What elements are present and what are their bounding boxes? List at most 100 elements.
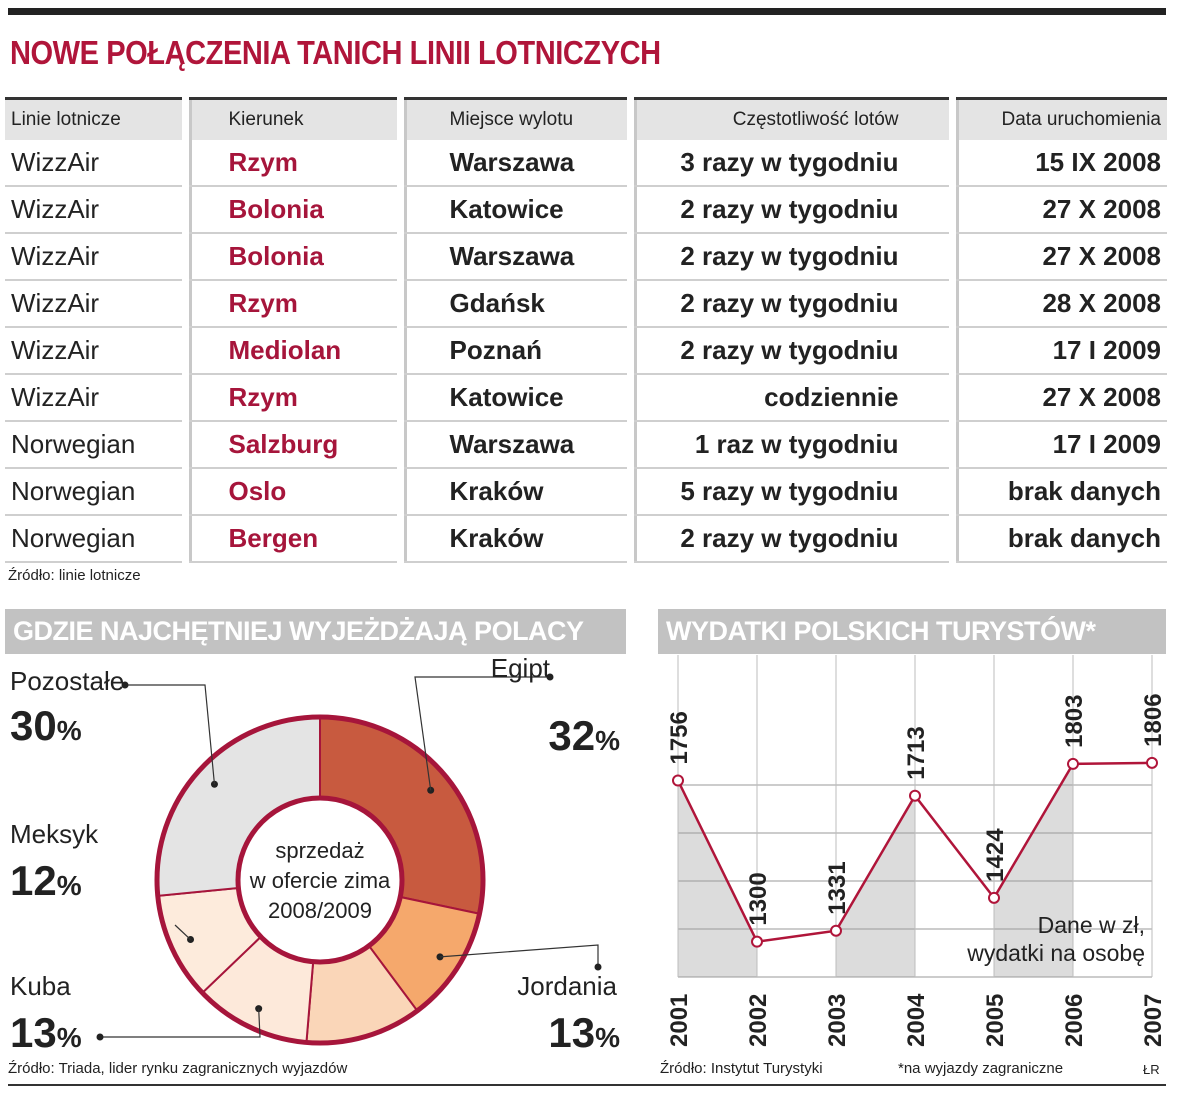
- cell-frequency: 2 razy w tygodniu: [626, 186, 952, 234]
- cell-departure: Kraków: [396, 515, 630, 563]
- x-tick-label: 2007: [1140, 994, 1167, 1047]
- cell-destination: Bolonia: [181, 186, 400, 234]
- leader-dot: [255, 1005, 263, 1013]
- slice-value: 12%: [10, 857, 82, 904]
- table-row: Norwegian Oslo Kraków 5 razy w tygodniu brak…: [5, 468, 1167, 516]
- cell-departure: Warszawa: [396, 140, 630, 187]
- line-title: WYDATKI POLSKICH TURYSTÓW*: [658, 609, 1166, 654]
- cell-start-date: 15 IX 2008: [948, 140, 1167, 187]
- leader-dot: [594, 963, 602, 971]
- slice-label: Egipt: [491, 655, 551, 683]
- line-source: Źródło: Instytut Turystyki: [660, 1060, 823, 1077]
- slice-value: 30%: [10, 702, 82, 749]
- leader-line: [439, 944, 599, 967]
- table-row: WizzAir Rzym Gdańsk 2 razy w tygodniu 28 X 2…: [5, 280, 1167, 328]
- cell-airline: WizzAir: [5, 186, 185, 234]
- data-point: [751, 935, 763, 948]
- leader-line: [100, 1008, 261, 1038]
- cell-start-date: 17 I 2009: [948, 421, 1167, 469]
- table-row: Norwegian Bergen Kraków 2 razy w tygodniu br…: [5, 515, 1167, 563]
- cell-frequency: 1 raz w tygodniu: [626, 421, 952, 469]
- data-label: 1756: [666, 711, 693, 764]
- cell-departure: Kraków: [396, 468, 630, 516]
- cell-frequency: 2 razy w tygodniu: [626, 280, 952, 328]
- cell-frequency: 2 razy w tygodniu: [626, 233, 952, 281]
- cell-destination: Oslo: [181, 468, 400, 516]
- table-row: WizzAir Bolonia Warszawa 2 razy w tygodniu 2…: [5, 233, 1167, 281]
- table-row: WizzAir Rzym Katowice codziennie 27 X 2008: [5, 374, 1167, 422]
- cell-destination: Bolonia: [181, 233, 400, 281]
- header-departure: Miejsce wylotu: [396, 98, 630, 140]
- chart-note: Dane w zł,: [1038, 912, 1145, 938]
- cell-frequency: codziennie: [626, 374, 952, 422]
- x-tick-label: 2006: [1061, 994, 1088, 1047]
- header-airline: Linie lotnicze: [5, 98, 185, 140]
- slice-label: Kuba: [10, 971, 71, 1001]
- leader-line: [125, 684, 216, 785]
- cell-departure: Warszawa: [396, 421, 630, 469]
- line-chart: 1756 2001 1300 2002 1331 2003 1713 2004 1424 2005…: [666, 655, 1167, 1047]
- header-destination: Kierunek: [181, 98, 400, 140]
- cell-airline: WizzAir: [5, 374, 185, 422]
- table-row: Norwegian Salzburg Warszawa 1 raz w tygodni…: [5, 421, 1167, 469]
- credit: ŁR: [1143, 1062, 1160, 1077]
- footnote: *na wyjazdy zagraniczne: [898, 1060, 1064, 1077]
- cell-destination: Bergen: [181, 515, 400, 563]
- data-label: 1803: [1061, 695, 1088, 748]
- slice-label: Pozostałe: [10, 666, 124, 696]
- cell-frequency: 3 razy w tygodniu: [626, 140, 952, 187]
- x-tick-label: 2003: [824, 994, 851, 1047]
- x-tick-label: 2002: [745, 994, 772, 1047]
- data-point: [1067, 757, 1079, 770]
- data-point: [830, 924, 842, 937]
- data-point: [909, 789, 921, 802]
- table-source: Źródło: linie lotnicze: [8, 567, 141, 584]
- cell-frequency: 5 razy w tygodniu: [626, 468, 952, 516]
- data-point: [672, 774, 684, 787]
- data-point: [988, 891, 1000, 904]
- cell-departure: Katowice: [396, 186, 630, 234]
- table-row: WizzAir Mediolan Poznań 2 razy w tygodniu 17…: [5, 327, 1167, 375]
- cell-airline: WizzAir: [5, 280, 185, 328]
- cell-airline: Norwegian: [5, 421, 185, 469]
- leader-dot: [546, 673, 554, 681]
- pie-center-label: sprzedaż: [275, 838, 364, 863]
- slice-value: 13%: [10, 1009, 82, 1056]
- table-header-row: Linie lotnicze Kierunek Miejsce wylotu C…: [5, 98, 1167, 140]
- data-label: 1331: [824, 861, 851, 914]
- pie-center-label: 2008/2009: [268, 898, 372, 923]
- page-title: NOWE POŁĄCZENIA TANICH LINII LOTNICZYCH: [10, 34, 661, 71]
- table-row: WizzAir Rzym Warszawa 3 razy w tygodniu 15 I…: [5, 140, 1167, 187]
- cell-destination: Mediolan: [181, 327, 400, 375]
- leader-dot: [121, 681, 129, 689]
- top-rule: [8, 8, 1166, 15]
- cell-start-date: 17 I 2009: [948, 327, 1167, 375]
- pie-source: Źródło: Triada, lider rynku zagranicznyc…: [8, 1060, 348, 1077]
- cell-airline: WizzAir: [5, 140, 185, 187]
- cell-destination: Rzym: [181, 374, 400, 422]
- cell-airline: Norwegian: [5, 515, 185, 563]
- bottom-rule: [8, 1084, 1166, 1086]
- cell-destination: Salzburg: [181, 421, 400, 469]
- cell-start-date: 28 X 2008: [948, 280, 1167, 328]
- cell-frequency: 2 razy w tygodniu: [626, 327, 952, 375]
- x-tick-label: 2005: [982, 994, 1009, 1047]
- header-start-date: Data uruchomienia: [948, 98, 1167, 140]
- pie-inner-ring: [235, 795, 405, 965]
- chart-note: wydatki na osobę: [966, 940, 1145, 966]
- cell-frequency: 2 razy w tygodniu: [626, 515, 952, 563]
- cell-start-date: brak danych: [948, 515, 1167, 563]
- cell-destination: Rzym: [181, 280, 400, 328]
- cell-departure: Poznań: [396, 327, 630, 375]
- table-row: WizzAir Bolonia Katowice 2 razy w tygodniu 2…: [5, 186, 1167, 234]
- data-label: 1713: [903, 726, 930, 779]
- cell-start-date: brak danych: [948, 468, 1167, 516]
- pie-outer-ring: [154, 714, 486, 1046]
- cell-destination: Rzym: [181, 140, 400, 187]
- leader-line: [414, 676, 550, 791]
- x-tick-label: 2001: [666, 994, 693, 1047]
- cell-start-date: 27 X 2008: [948, 186, 1167, 234]
- data-label: 1424: [982, 828, 1009, 882]
- slice-value: 32%: [548, 712, 620, 759]
- pie-center-label: w ofercie zima: [249, 868, 391, 893]
